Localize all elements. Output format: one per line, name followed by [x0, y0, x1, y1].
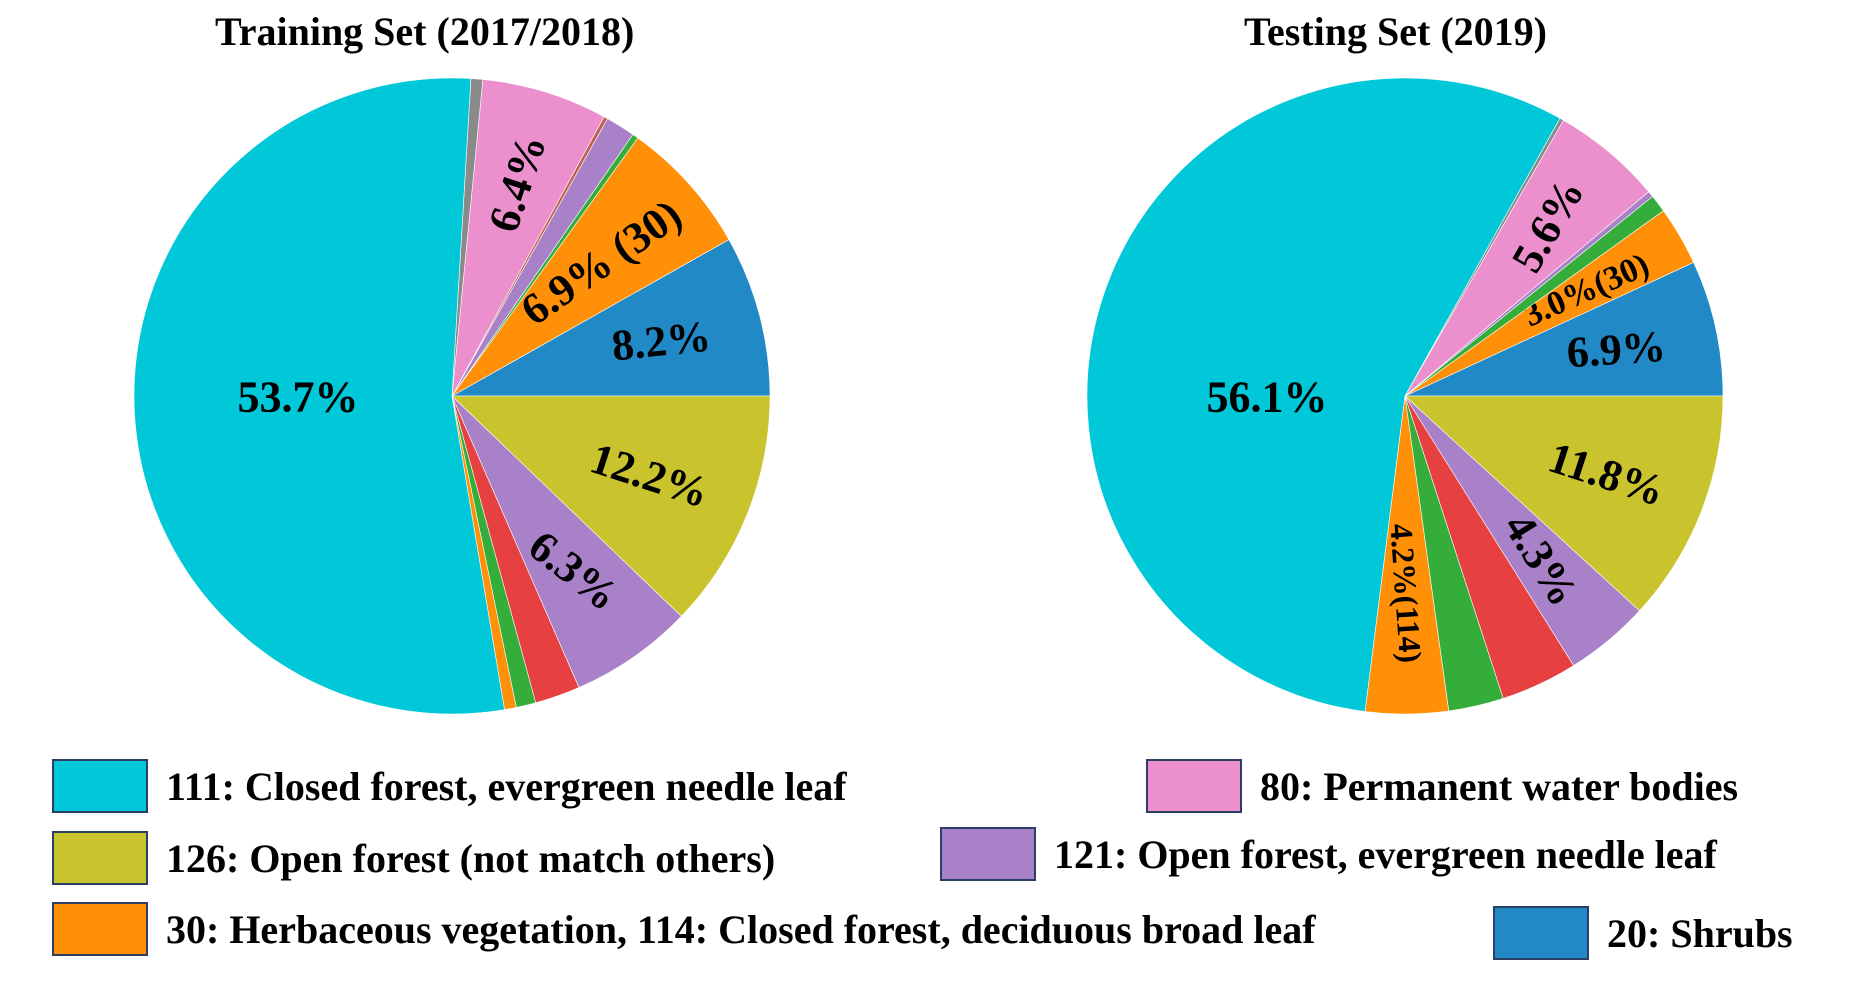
- slice-label-6-9: 6.9%: [1565, 322, 1667, 378]
- pie-slice-11-8: [1404, 395, 1724, 612]
- testing-pie: 6.9%3.0%(30)5.6%56.1%4.2%(114) 4.3%11.8%: [1086, 77, 1724, 715]
- legend-swatch: [940, 827, 1036, 881]
- legend-item-open-forest-other: 126: Open forest (not match others): [52, 830, 775, 886]
- pie-slice-56-1: [1086, 77, 1561, 712]
- legend-label: 80: Permanent water bodies: [1260, 763, 1739, 809]
- pie-slice-12-2: [451, 395, 771, 617]
- pie-slice-6-4: [451, 79, 605, 397]
- slice-label-8-2: 8.2%: [609, 311, 713, 370]
- training-pie: 8.2%6.9% (30)6.4%53.7%6.3%12.2%: [133, 77, 771, 715]
- legend-label: 20: Shrubs: [1607, 910, 1793, 956]
- pie-slice-6-9: [1404, 262, 1724, 397]
- slice-label-56-1: 56.1%: [1207, 373, 1328, 422]
- legend-item-herbaceous-deciduous: 30: Herbaceous vegetation, 114: Closed f…: [52, 901, 1316, 957]
- legend-item-closed-forest-evergreen: 111: Closed forest, evergreen needle lea…: [52, 758, 847, 814]
- slice-label-53-7: 53.7%: [238, 373, 359, 422]
- legend-swatch: [52, 831, 148, 885]
- pie-slice-6-9-30: [451, 137, 730, 397]
- legend-item-shrubs: 20: Shrubs: [1493, 905, 1793, 961]
- legend-item-open-forest-evergreen: 121: Open forest, evergreen needle leaf: [940, 826, 1717, 882]
- training-chart-title: Training Set (2017/2018): [215, 9, 635, 54]
- pie-slice-6-3: [451, 395, 682, 688]
- legend-label: 121: Open forest, evergreen needle leaf: [1054, 831, 1717, 877]
- legend-swatch: [52, 902, 148, 956]
- legend-swatch: [1146, 759, 1242, 813]
- legend-swatch: [1493, 906, 1589, 960]
- pie-charts: 8.2%6.9% (30)6.4%53.7%6.3%12.2% 6.9%3.0%…: [133, 77, 1724, 715]
- legend-item-permanent-water: 80: Permanent water bodies: [1146, 758, 1738, 814]
- legend-swatch: [52, 759, 148, 813]
- legend-label: 126: Open forest (not match others): [166, 835, 776, 881]
- legend-label: 30: Herbaceous vegetation, 114: Closed f…: [166, 906, 1316, 952]
- pie-slice-53-7: [133, 77, 505, 715]
- pie-slice-8-2: [450, 239, 771, 397]
- testing-chart-title: Testing Set (2019): [1244, 9, 1547, 54]
- legend-label: 111: Closed forest, evergreen needle lea…: [166, 763, 847, 809]
